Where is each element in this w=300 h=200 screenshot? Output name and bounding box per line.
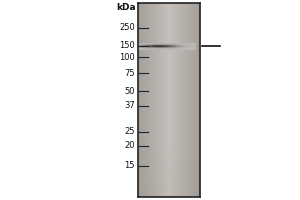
Text: kDa: kDa xyxy=(116,3,136,12)
Text: 250: 250 xyxy=(119,23,135,32)
Text: 75: 75 xyxy=(124,68,135,77)
Text: 100: 100 xyxy=(119,52,135,62)
Text: 150: 150 xyxy=(119,42,135,50)
Text: 50: 50 xyxy=(124,86,135,96)
Text: 15: 15 xyxy=(124,162,135,170)
Text: 20: 20 xyxy=(124,142,135,150)
Text: 25: 25 xyxy=(124,128,135,136)
Text: 37: 37 xyxy=(124,102,135,110)
